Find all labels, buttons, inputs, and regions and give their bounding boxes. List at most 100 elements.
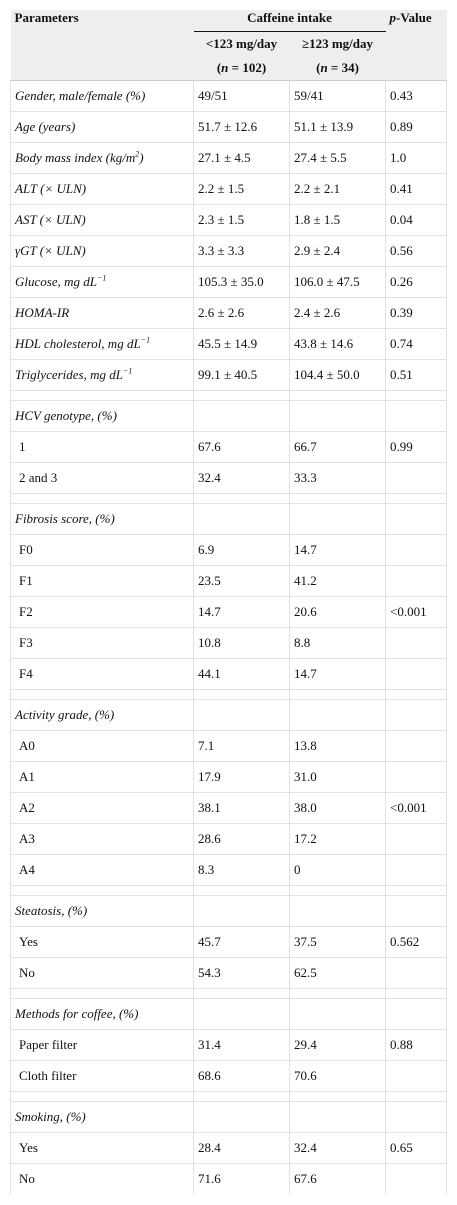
cell-high-intake: 62.5 (288, 957, 387, 989)
cell-high-intake (288, 895, 387, 927)
parameter-label: F4 (19, 666, 33, 681)
spacer-cell (385, 1091, 448, 1102)
parameter-label: Smoking, (%) (15, 1109, 86, 1124)
cell-low-intake: 2.6 ± 2.6 (193, 297, 290, 329)
spacer-row (10, 493, 448, 504)
parameter-label: ALT (× ULN) (15, 181, 87, 196)
parameter-superscript: 2 (135, 149, 140, 159)
cell-p-value: 0.74 (385, 328, 448, 360)
cell-p-value: 0.51 (385, 359, 448, 391)
parameter-label: Age (years) (15, 119, 76, 134)
header-n-low: (n = 102) (193, 56, 290, 81)
cell-high-intake: 27.4 ± 5.5 (288, 142, 387, 174)
table-row: Yes 45.7 37.5 0.562 (10, 926, 448, 958)
cell-high-intake (288, 1101, 387, 1133)
cell-parameter: Triglycerides, mg dL−1 (10, 359, 194, 391)
spacer-cell (193, 988, 290, 999)
spacer-cell (385, 988, 448, 999)
cell-high-intake (288, 400, 387, 432)
table-row: Paper filter 31.4 29.4 0.88 (10, 1029, 448, 1061)
cell-low-intake: 67.6 (193, 431, 290, 463)
cell-p-value: 0.88 (385, 1029, 448, 1061)
cell-high-intake: 14.7 (288, 658, 387, 690)
cell-parameter: F3 (10, 627, 194, 659)
table-header: Parameters Caffeine intake p-Value <123 … (10, 10, 447, 81)
cell-low-intake: 51.7 ± 12.6 (193, 111, 290, 143)
parameter-label: A1 (19, 769, 35, 784)
cell-p-value (385, 462, 448, 494)
table-row: A3 28.6 17.2 (10, 823, 448, 855)
table-row: F0 6.9 14.7 (10, 534, 448, 566)
cell-p-value (385, 627, 448, 659)
cell-p-value (385, 699, 448, 731)
cell-low-intake: 2.2 ± 1.5 (193, 173, 290, 205)
cell-high-intake: 59/41 (288, 80, 387, 112)
cell-parameter: A4 (10, 854, 194, 886)
cell-parameter: A2 (10, 792, 194, 824)
cell-p-value: 0.562 (385, 926, 448, 958)
cell-low-intake (193, 895, 290, 927)
parameter-label-end: ) (139, 150, 144, 165)
spacer-cell (385, 493, 448, 504)
cell-parameter: Methods for coffee, (%) (10, 998, 194, 1030)
table-row: F1 23.5 41.2 (10, 565, 448, 597)
parameter-superscript: −1 (96, 273, 107, 283)
spacer-row (10, 988, 448, 999)
cell-low-intake: 45.5 ± 14.9 (193, 328, 290, 360)
cell-low-intake: 8.3 (193, 854, 290, 886)
table-row: HDL cholesterol, mg dL−1 45.5 ± 14.9 43.8 … (10, 328, 448, 360)
cell-low-intake: 38.1 (193, 792, 290, 824)
cell-p-value (385, 854, 448, 886)
parameter-label: HCV genotype, (%) (15, 408, 117, 423)
table-row: A4 8.3 0 (10, 854, 448, 886)
spacer-cell (10, 493, 194, 504)
cell-high-intake: 8.8 (288, 627, 387, 659)
header-n-high: (n = 34) (289, 56, 386, 81)
parameter-label: Steatosis, (%) (15, 903, 88, 918)
table-row: 1 67.6 66.7 0.99 (10, 431, 448, 463)
header-parameters: Parameters (10, 10, 194, 32)
table-row: Yes 28.4 32.4 0.65 (10, 1132, 448, 1164)
header-p-value-label: p-Value (389, 10, 432, 25)
parameter-label: HDL cholesterol, mg dL (15, 336, 141, 351)
parameter-label: 2 and 3 (19, 470, 58, 485)
cell-high-intake: 38.0 (288, 792, 387, 824)
cell-low-intake: 68.6 (193, 1060, 290, 1092)
cell-p-value (385, 895, 448, 927)
cell-low-intake: 6.9 (193, 534, 290, 566)
cell-high-intake: 70.6 (288, 1060, 387, 1092)
cell-p-value (385, 761, 448, 793)
cell-p-value (385, 957, 448, 989)
header-empty (385, 56, 447, 81)
spacer-row (10, 885, 448, 896)
cell-p-value: 0.56 (385, 235, 448, 267)
header-empty (385, 31, 447, 56)
cell-parameter: A1 (10, 761, 194, 793)
parameter-label: F2 (19, 604, 33, 619)
cell-parameter: Steatosis, (%) (10, 895, 194, 927)
spacer-cell (10, 689, 194, 700)
table-row: F2 14.7 20.6 <0.001 (10, 596, 448, 628)
cell-p-value: 0.43 (385, 80, 448, 112)
cell-parameter: AST (× ULN) (10, 204, 194, 236)
table-row: Age (years) 51.7 ± 12.6 51.1 ± 13.9 0.89 (10, 111, 448, 143)
cell-high-intake: 0 (288, 854, 387, 886)
parameter-label: Yes (19, 934, 38, 949)
cell-low-intake: 14.7 (193, 596, 290, 628)
table-row: F4 44.1 14.7 (10, 658, 448, 690)
cell-parameter: HDL cholesterol, mg dL−1 (10, 328, 194, 360)
spacer-cell (10, 885, 194, 896)
cell-parameter: ALT (× ULN) (10, 173, 194, 205)
header-caffeine-intake: Caffeine intake (193, 10, 386, 32)
table-row: HCV genotype, (%) (10, 400, 448, 432)
header-group-low: <123 mg/day (193, 31, 290, 56)
cell-high-intake: 33.3 (288, 462, 387, 494)
cell-high-intake (288, 699, 387, 731)
spacer-cell (193, 689, 290, 700)
parameter-label: AST (× ULN) (15, 212, 86, 227)
table-row: No 54.3 62.5 (10, 957, 448, 989)
cell-p-value (385, 534, 448, 566)
parameter-label: A3 (19, 831, 35, 846)
table-row: ALT (× ULN) 2.2 ± 1.5 2.2 ± 2.1 0.41 (10, 173, 448, 205)
